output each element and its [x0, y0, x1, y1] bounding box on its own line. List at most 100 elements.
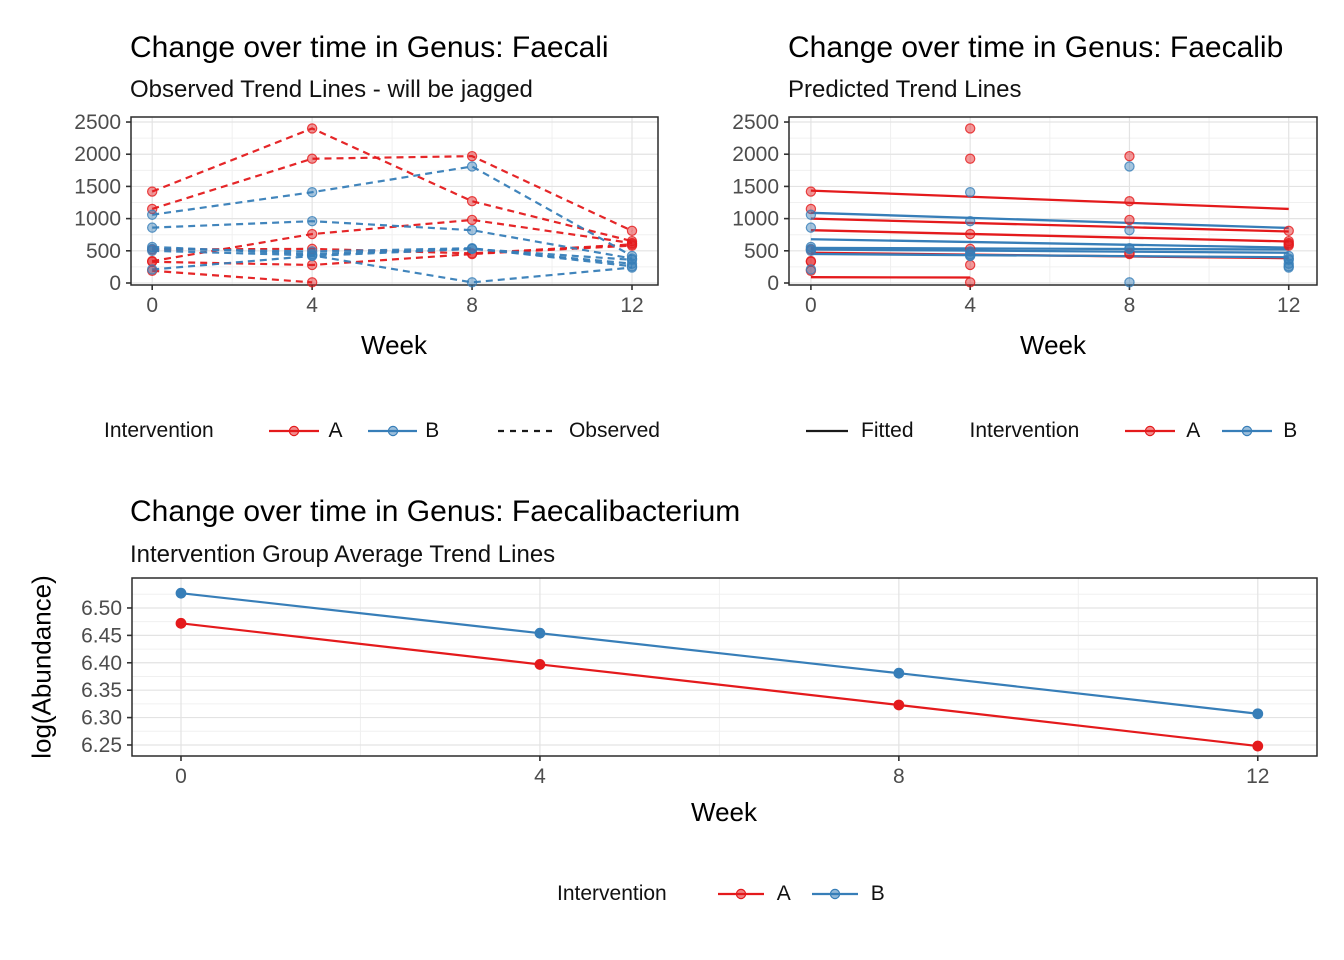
- fitted-line: [810, 248, 1289, 254]
- fitted-line: [810, 211, 1289, 230]
- y-tick-label: 2500: [74, 111, 121, 134]
- data-point: [805, 264, 817, 275]
- panel-border: [788, 116, 1318, 286]
- data-point: [466, 150, 478, 162]
- legend-label-a: A: [776, 882, 791, 905]
- average-trend-line: [180, 622, 1258, 748]
- predicted-chart-subtitle: Predicted Trend Lines: [788, 76, 1022, 103]
- y-tick-label: 6.40: [81, 652, 122, 675]
- y-tick-label: 6.25: [81, 734, 122, 757]
- data-point: [175, 587, 187, 599]
- data-point: [1124, 225, 1135, 236]
- x-tick-label: 8: [1124, 294, 1136, 317]
- predicted-chart-canvas: 0 4 8 12 0 500 1000 1500 2000 2500: [732, 111, 1318, 317]
- data-point: [146, 203, 158, 215]
- data-point: [306, 153, 318, 164]
- observed-chart-canvas: 0 4 8 12 0 500 1000 1500 2000 2500: [74, 111, 659, 317]
- fitted-line: [810, 189, 1289, 211]
- data-point: [1252, 708, 1264, 720]
- data-point: [805, 245, 817, 257]
- fitted-line: [810, 252, 1289, 259]
- data-point: [306, 250, 318, 262]
- data-point: [626, 225, 638, 237]
- x-tick-label: 4: [534, 765, 546, 788]
- data-point: [626, 258, 638, 269]
- x-tick-label: 0: [805, 294, 817, 317]
- predicted-data-layer: [805, 123, 1294, 288]
- data-point: [306, 228, 318, 240]
- fitted-line: [810, 229, 1289, 243]
- observed-trend-line: [152, 220, 633, 260]
- legend-key-a-icon: [268, 425, 319, 437]
- legend-key-b-icon: [811, 888, 858, 900]
- observed-x-axis-title: Week: [361, 330, 427, 360]
- data-point: [1124, 243, 1135, 255]
- data-point: [466, 225, 478, 236]
- legend-label-b: B: [425, 419, 440, 442]
- y-tick-label: 1000: [74, 208, 121, 231]
- legend-label-observed: Observed: [568, 419, 660, 442]
- y-tick-label: 2000: [732, 143, 779, 166]
- data-point: [964, 228, 976, 240]
- legend-key-a-icon: [717, 888, 764, 900]
- x-tick-label: 12: [620, 294, 643, 317]
- data-point: [306, 277, 318, 288]
- data-point: [964, 187, 976, 198]
- observed-trend-line: [152, 218, 633, 263]
- observed-chart-legend: Intervention A B Observed: [0, 417, 660, 445]
- data-point: [1283, 258, 1294, 269]
- data-point: [626, 240, 638, 251]
- observed-trend-line: [152, 165, 633, 257]
- x-tick-label: 8: [466, 294, 478, 317]
- data-point: [146, 209, 158, 220]
- data-point: [964, 250, 976, 262]
- data-point: [146, 222, 158, 233]
- legend-label-b: B: [870, 882, 885, 905]
- y-tick-label: 0: [109, 272, 121, 295]
- legend-label-a: A: [1186, 419, 1201, 442]
- x-tick-label: 4: [306, 294, 318, 317]
- y-tick-label: 6.35: [81, 679, 122, 702]
- x-tick-label: 0: [175, 765, 187, 788]
- data-point: [964, 215, 976, 227]
- y-tick-label: 0: [767, 272, 779, 295]
- data-point: [466, 277, 478, 288]
- legend-key-a-icon: [1125, 425, 1176, 437]
- legend-label-a: A: [328, 419, 343, 442]
- data-point: [466, 243, 478, 255]
- data-point: [964, 259, 976, 271]
- observed-trend-line: [152, 269, 313, 284]
- legend-key-observed-icon: [498, 429, 552, 433]
- panel-background: [132, 578, 1317, 756]
- data-point: [466, 196, 478, 207]
- predicted-chart-title: Change over time in Genus: Faecalib: [788, 31, 1284, 64]
- data-point: [805, 203, 817, 215]
- x-tick-label: 12: [1277, 294, 1300, 317]
- legend-title: Intervention: [969, 419, 1080, 442]
- predicted-x-axis-title: Week: [1020, 330, 1086, 360]
- y-tick-label: 6.50: [81, 597, 122, 620]
- data-point: [805, 209, 817, 220]
- y-tick-label: 1000: [732, 208, 779, 231]
- data-point: [1252, 740, 1264, 752]
- data-point: [146, 264, 158, 275]
- y-tick-label: 1500: [732, 175, 779, 198]
- y-tick-label: 2000: [74, 143, 121, 166]
- observed-trend-line: [151, 127, 633, 243]
- observed-chart-title: Change over time in Genus: Faecali: [130, 31, 609, 64]
- observed-data-layer: [146, 123, 638, 288]
- y-tick-label: 6.30: [81, 707, 122, 730]
- data-point: [626, 262, 638, 273]
- panel-border: [131, 577, 1318, 757]
- legend-title: Intervention: [104, 419, 214, 442]
- data-point: [1124, 161, 1135, 172]
- y-tick-label: 500: [744, 240, 779, 263]
- data-point: [1124, 150, 1135, 162]
- y-tick-label: 1500: [74, 175, 121, 198]
- fitted-line: [810, 217, 1289, 233]
- data-point: [964, 277, 976, 288]
- average-x-axis-title: Week: [691, 797, 757, 827]
- data-point: [534, 659, 546, 670]
- legend-key-fitted-icon: [806, 429, 848, 433]
